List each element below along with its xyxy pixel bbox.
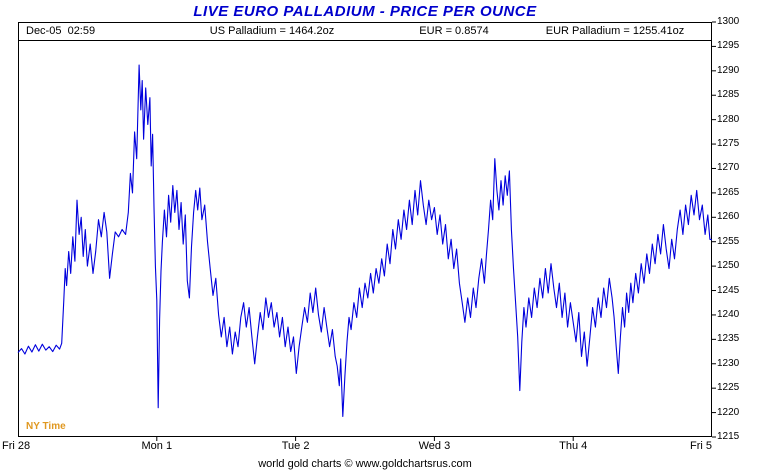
y-tick-label: 1240 xyxy=(717,308,740,320)
page-title: LIVE EURO PALLADIUM - PRICE PER OUNCE xyxy=(193,3,537,20)
x-tick-label: Fri 5 xyxy=(690,440,712,452)
x-tick-label: Fri 28 xyxy=(2,440,31,452)
eur-palladium-quote: EUR Palladium = 1255.41oz xyxy=(545,25,685,37)
y-tick-label: 1230 xyxy=(717,357,740,369)
y-tick-label: 1245 xyxy=(717,284,740,296)
y-tick-label: 1300 xyxy=(717,16,740,27)
y-tick-label: 1260 xyxy=(717,211,740,223)
y-tick-label: 1280 xyxy=(717,113,740,125)
price-line xyxy=(17,64,713,418)
x-tick-label: Tue 2 xyxy=(281,440,310,452)
footer-credit: world gold charts © www.goldchartsrus.co… xyxy=(258,458,472,470)
ny-time-label: NY Time xyxy=(26,421,66,432)
plot-border xyxy=(18,22,712,437)
y-tick-label: 1290 xyxy=(717,64,740,76)
y-tick-label: 1235 xyxy=(717,333,740,345)
y-tick-label: 1285 xyxy=(717,89,740,101)
chart-timestamp: Dec-05 02:59 xyxy=(26,25,96,37)
x-tick-label: Thu 4 xyxy=(559,440,588,452)
y-tick-label: 1255 xyxy=(717,235,740,247)
y-tick-label: 1220 xyxy=(717,406,740,418)
us-palladium-quote: US Palladium = 1464.2oz xyxy=(209,25,335,37)
x-tick-label: Mon 1 xyxy=(141,440,173,452)
y-tick-label: 1225 xyxy=(717,382,740,394)
y-tick-label: 1270 xyxy=(717,162,740,174)
y-tick-label: 1215 xyxy=(717,431,740,442)
y-tick-label: 1295 xyxy=(717,40,740,52)
x-tick-label: Wed 3 xyxy=(418,440,451,452)
y-tick-label: 1250 xyxy=(717,260,740,272)
y-tick-label: 1275 xyxy=(717,138,740,150)
y-tick-label: 1265 xyxy=(717,186,740,198)
eur-rate-quote: EUR = 0.8574 xyxy=(419,25,489,37)
